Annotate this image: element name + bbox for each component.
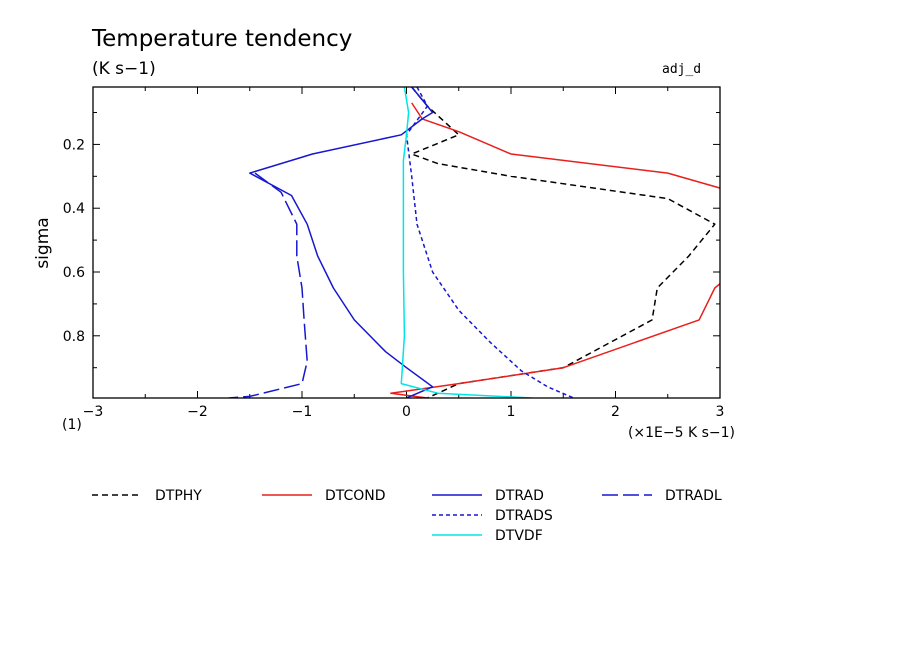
legend-label-dtrad: DTRAD xyxy=(495,488,544,504)
x-tick-label: −3 xyxy=(83,404,104,420)
plot-frame xyxy=(92,86,721,399)
series-lines xyxy=(228,87,720,398)
x-tick-label: 1 xyxy=(507,404,516,420)
x-axis-unit-label: (×1E−5 K s−1) xyxy=(628,425,735,441)
series-line-dtrads xyxy=(405,87,574,398)
x-tick-label: 3 xyxy=(716,404,725,420)
y-tick-label: 0.8 xyxy=(63,329,85,345)
series-line-dtphy xyxy=(410,87,716,398)
y-tick-label: 0.2 xyxy=(63,137,85,153)
chart-title: Temperature tendency xyxy=(91,26,352,52)
legend-label-dtphy: DTPHY xyxy=(155,488,202,504)
x-tick-label: 2 xyxy=(611,404,620,420)
corner-label: (1) xyxy=(62,417,82,433)
legend-label-dtradl: DTRADL xyxy=(665,488,722,504)
series-line-dtradl xyxy=(228,172,308,398)
x-tick-label: −2 xyxy=(187,404,208,420)
legend-label-dtrads: DTRADS xyxy=(495,508,553,524)
y-tick-label: 0.4 xyxy=(63,201,85,217)
legend-label-dtcond: DTCOND xyxy=(325,488,386,504)
legend: DTPHY DTCOND DTRAD DTRADL DTRADS DTVDF xyxy=(92,488,722,544)
y-tick-label: 0.6 xyxy=(63,265,85,281)
series-line-dtvdf xyxy=(400,87,532,398)
series-line-dtrad xyxy=(249,87,434,398)
x-tick-label: 0 xyxy=(402,404,411,420)
series-line-dtcond xyxy=(390,102,720,398)
chart-subtitle: (K s−1) xyxy=(92,59,156,79)
legend-label-dtvdf: DTVDF xyxy=(495,528,543,544)
y-axis-label: sigma xyxy=(33,217,53,268)
chart-tag: adj_d xyxy=(662,62,701,77)
x-tick-label: −1 xyxy=(292,404,313,420)
